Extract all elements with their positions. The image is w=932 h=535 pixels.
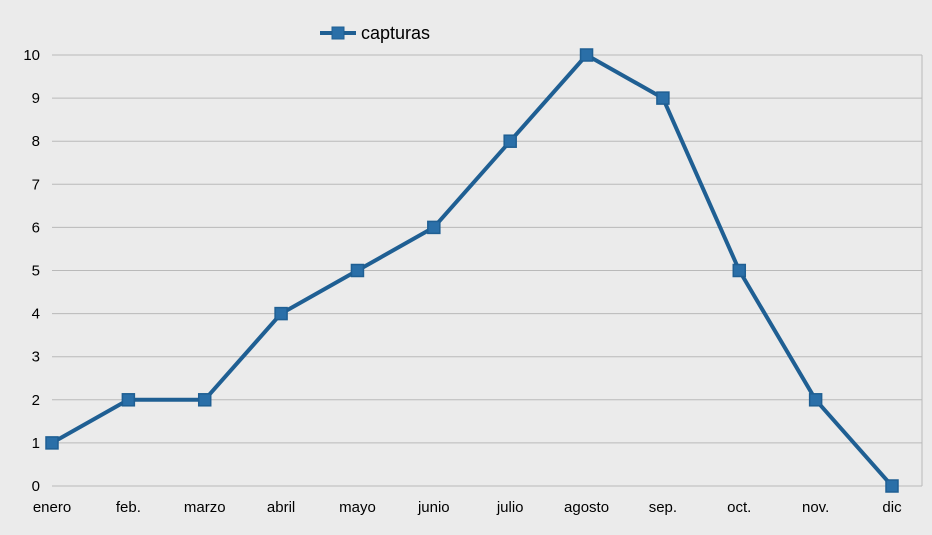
data-point-marker bbox=[45, 436, 59, 450]
x-tick-label: enero bbox=[33, 499, 71, 516]
x-tick-label: abril bbox=[267, 499, 295, 516]
data-point-marker bbox=[503, 134, 517, 148]
data-point-marker bbox=[427, 220, 441, 235]
data-point-marker bbox=[732, 263, 747, 278]
y-tick-label: 0 bbox=[32, 478, 40, 495]
y-tick-label: 10 bbox=[23, 47, 40, 64]
series-capturas bbox=[45, 48, 899, 493]
x-tick-label: julio bbox=[496, 499, 524, 516]
x-tick-label: feb. bbox=[116, 499, 141, 516]
x-axis-ticks: enero feb. marzo abril mayo junio julio agosto s… bbox=[33, 499, 902, 516]
data-point-marker bbox=[656, 91, 670, 105]
y-tick-label: 8 bbox=[32, 133, 40, 150]
x-tick-label: marzo bbox=[184, 499, 226, 516]
y-tick-label: 7 bbox=[32, 176, 40, 193]
y-tick-label: 3 bbox=[32, 349, 40, 366]
data-point-marker bbox=[274, 306, 288, 321]
series-line bbox=[51, 53, 894, 488]
data-point-marker bbox=[350, 263, 365, 278]
y-axis-ticks: 0 1 2 3 4 5 6 7 8 9 10 bbox=[23, 47, 40, 495]
x-tick-label: dic bbox=[882, 499, 902, 516]
y-tick-label: 9 bbox=[32, 90, 40, 107]
x-tick-label: mayo bbox=[339, 499, 376, 516]
data-point-marker bbox=[197, 393, 212, 407]
y-tick-label: 4 bbox=[32, 306, 40, 323]
legend-label: capturas bbox=[361, 23, 430, 43]
x-tick-label: oct. bbox=[727, 499, 751, 516]
x-tick-label: nov. bbox=[802, 499, 829, 516]
y-tick-label: 6 bbox=[32, 219, 40, 236]
y-tick-label: 2 bbox=[32, 392, 40, 409]
x-tick-label: sep. bbox=[649, 499, 677, 516]
grid-lines bbox=[52, 54, 923, 487]
data-point-marker bbox=[885, 479, 899, 493]
legend: capturas bbox=[320, 23, 430, 43]
legend-marker-swatch bbox=[331, 26, 345, 40]
x-tick-label: agosto bbox=[564, 499, 609, 516]
y-tick-label: 1 bbox=[32, 435, 40, 452]
y-tick-label: 5 bbox=[32, 263, 40, 280]
data-point-marker bbox=[121, 393, 136, 407]
x-tick-label: junio bbox=[417, 499, 450, 516]
data-point-marker bbox=[808, 393, 823, 407]
data-point-marker bbox=[579, 48, 594, 62]
